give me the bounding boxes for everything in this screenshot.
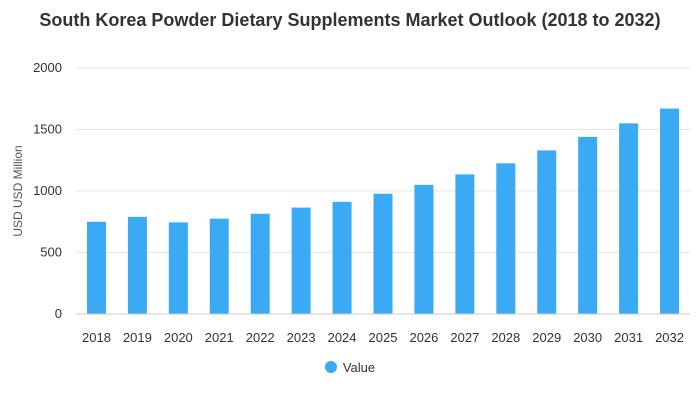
x-tick-label: 2026 bbox=[409, 330, 438, 345]
x-tick-label: 2021 bbox=[205, 330, 234, 345]
y-tick-label: 1500 bbox=[33, 122, 62, 137]
x-tick-label: 2025 bbox=[369, 330, 398, 345]
x-tick-label: 2024 bbox=[328, 330, 357, 345]
y-tick-label: 1000 bbox=[33, 183, 62, 198]
x-tick-label: 2032 bbox=[655, 330, 684, 345]
y-tick-label: 2000 bbox=[33, 60, 62, 75]
bars bbox=[86, 108, 680, 314]
bar-2019 bbox=[127, 216, 147, 314]
bar-2029 bbox=[537, 150, 557, 314]
x-tick-label: 2027 bbox=[450, 330, 479, 345]
x-tick-label: 2031 bbox=[614, 330, 643, 345]
x-tick-label: 2022 bbox=[246, 330, 275, 345]
bar-2025 bbox=[373, 193, 393, 314]
y-tick-label: 0 bbox=[55, 306, 62, 321]
bar-2030 bbox=[578, 136, 598, 314]
legend-marker bbox=[324, 361, 337, 373]
bar-2024 bbox=[332, 201, 352, 314]
bar-2026 bbox=[414, 184, 434, 314]
y-tick-labels: 0 500 1000 1500 2000 bbox=[33, 60, 62, 321]
bar-2018 bbox=[86, 221, 106, 314]
x-tick-label: 2018 bbox=[82, 330, 111, 345]
legend: Value bbox=[0, 360, 700, 375]
bar-2021 bbox=[209, 218, 229, 314]
bar-2027 bbox=[455, 174, 475, 314]
bar-2031 bbox=[619, 123, 639, 314]
bar-2023 bbox=[291, 207, 311, 314]
x-tick-label: 2019 bbox=[123, 330, 152, 345]
x-tick-label: 2030 bbox=[573, 330, 602, 345]
legend-label: Value bbox=[342, 360, 376, 375]
x-tick-label: 2028 bbox=[491, 330, 520, 345]
bar-2032 bbox=[660, 108, 680, 314]
y-tick-label: 500 bbox=[40, 245, 62, 260]
y-axis-label: USD USD Million bbox=[11, 145, 25, 236]
bar-2020 bbox=[168, 222, 188, 314]
x-tick-label: 2020 bbox=[164, 330, 193, 345]
x-tick-label: 2029 bbox=[532, 330, 561, 345]
x-tick-labels: 2018 2019 2020 2021 2022 2023 2024 2025 2026 2027… bbox=[82, 330, 684, 345]
bar-2028 bbox=[496, 163, 516, 314]
chart-title: South Korea Powder Dietary Supplements M… bbox=[39, 10, 661, 30]
x-tick-label: 2023 bbox=[287, 330, 316, 345]
bar-2022 bbox=[250, 213, 270, 314]
